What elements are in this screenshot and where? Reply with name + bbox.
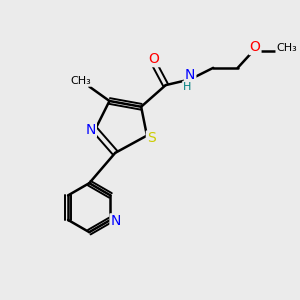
Text: CH₃: CH₃: [276, 43, 297, 53]
Text: N: N: [85, 123, 96, 137]
Text: CH₃: CH₃: [70, 76, 91, 86]
Text: N: N: [110, 214, 121, 228]
Text: N: N: [185, 68, 195, 82]
Text: O: O: [250, 40, 260, 54]
Text: H: H: [183, 82, 191, 92]
Text: O: O: [149, 52, 160, 66]
Text: S: S: [147, 131, 156, 146]
